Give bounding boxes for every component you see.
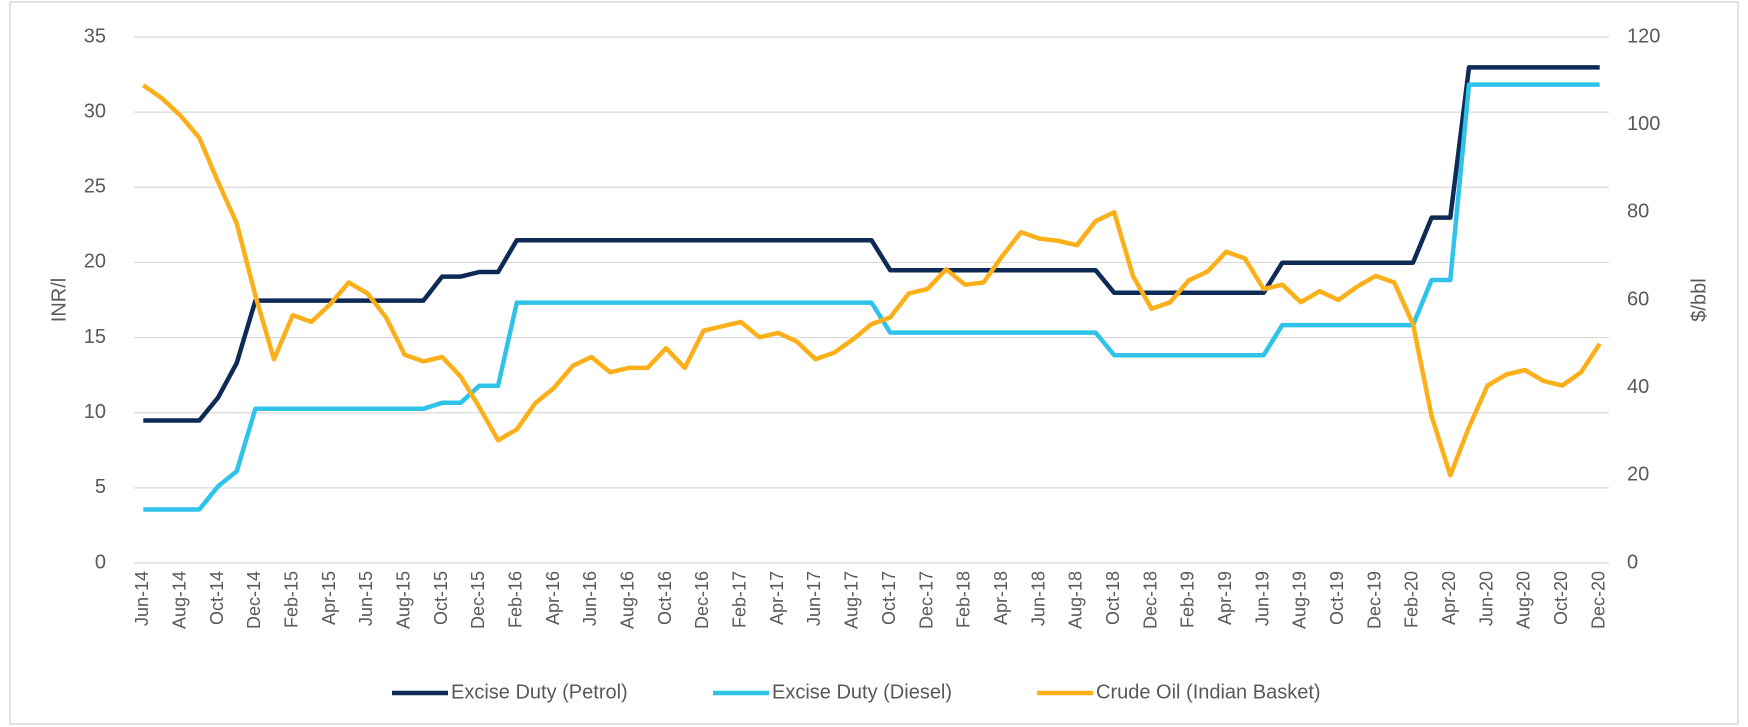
x-tick-label: Dec-16: [692, 571, 712, 629]
x-tick-label: Apr-20: [1439, 571, 1459, 625]
x-tick-label: Dec-18: [1140, 571, 1160, 629]
x-tick-label: Aug-15: [393, 571, 413, 629]
x-tick-label: Dec-15: [468, 571, 488, 629]
x-tick-label: Dec-17: [916, 571, 936, 629]
x-tick-label: Dec-20: [1588, 571, 1608, 629]
y-tick-label: 20: [84, 251, 106, 273]
y-axis-label: INR/l: [48, 278, 70, 322]
x-tick-label: Jun-17: [804, 571, 824, 626]
x-tick-label: Apr-19: [1215, 571, 1235, 625]
x-tick-label: Oct-14: [207, 571, 227, 625]
x-tick-label: Oct-19: [1327, 571, 1347, 625]
x-tick-label: Apr-17: [767, 571, 787, 625]
x-tick-label: Aug-16: [618, 571, 638, 629]
x-tick-label: Feb-15: [281, 571, 301, 628]
y-tick-label: 10: [84, 401, 106, 423]
x-tick-label: Jun-16: [580, 571, 600, 626]
series-line: [142, 83, 1602, 478]
x-tick-label: Jun-15: [356, 571, 376, 626]
y2-tick-label: 40: [1627, 376, 1649, 398]
y2-tick-label: 0: [1627, 551, 1638, 573]
x-tick-label: Oct-16: [655, 571, 675, 625]
x-tick-label: Jun-18: [1028, 571, 1048, 626]
x-tick-label: Feb-17: [730, 571, 750, 628]
x-tick-label: Feb-20: [1402, 571, 1422, 628]
x-tick-label: Aug-19: [1290, 571, 1310, 629]
x-tick-label: Aug-14: [169, 571, 189, 629]
x-tick-label: Apr-15: [319, 571, 339, 625]
x-tick-label: Feb-18: [954, 571, 974, 628]
series-line: [143, 65, 1600, 423]
x-tick-label: Dec-19: [1364, 571, 1384, 629]
x-tick-label: Jun-19: [1252, 571, 1272, 626]
x-tick-label: Oct-17: [879, 571, 899, 625]
legend-label: Crude Oil (Indian Basket): [1096, 681, 1321, 703]
x-tick-label: Jun-14: [132, 571, 152, 626]
x-tick-label: Apr-16: [543, 571, 563, 625]
y2-tick-label: 60: [1627, 288, 1649, 310]
x-tick-label: Aug-20: [1514, 571, 1534, 629]
x-tick-label: Feb-16: [506, 571, 526, 628]
y-tick-label: 30: [84, 100, 106, 122]
x-tick-label: Dec-14: [244, 571, 264, 629]
legend-label: Excise Duty (Diesel): [772, 681, 952, 703]
y-tick-label: 5: [95, 476, 106, 498]
x-tick-label: Oct-15: [431, 571, 451, 625]
legend-label: Excise Duty (Petrol): [451, 681, 628, 703]
x-tick-label: Apr-18: [991, 571, 1011, 625]
x-tick-label: Feb-19: [1178, 571, 1198, 628]
x-tick-label: Jun-20: [1476, 571, 1496, 626]
x-tick-label: Oct-20: [1551, 571, 1571, 625]
x-tick-label: Aug-17: [842, 571, 862, 629]
y2-tick-label: 20: [1627, 464, 1649, 486]
y-tick-label: 35: [84, 25, 106, 47]
y2-tick-label: 80: [1627, 201, 1649, 223]
y2-tick-label: 100: [1627, 113, 1660, 135]
y-tick-label: 15: [84, 326, 106, 348]
y-tick-label: 25: [84, 176, 106, 198]
chart-frame: [9, 1, 1739, 725]
y2-axis-label: $/bbl: [1688, 278, 1710, 321]
x-tick-label: Aug-18: [1066, 571, 1086, 629]
y2-tick-label: 120: [1627, 25, 1660, 47]
y-tick-label: 0: [95, 551, 106, 573]
series-line: [143, 82, 1600, 512]
x-tick-label: Oct-18: [1103, 571, 1123, 625]
